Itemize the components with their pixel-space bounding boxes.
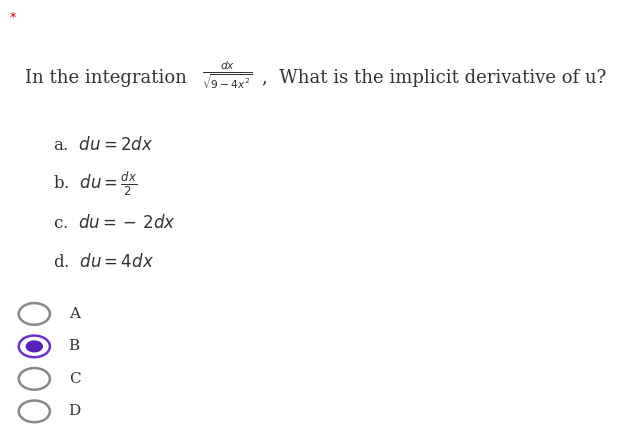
Text: C: C: [69, 372, 80, 386]
Text: d.  $\mathit{du} = 4\mathit{dx}$: d. $\mathit{du} = 4\mathit{dx}$: [53, 253, 154, 271]
Text: In the integration: In the integration: [25, 69, 187, 87]
Text: ,  What is the implicit derivative of u?: , What is the implicit derivative of u?: [262, 69, 607, 87]
Text: A: A: [69, 307, 80, 321]
Text: a.  $\mathit{du} = 2\mathit{dx}$: a. $\mathit{du} = 2\mathit{dx}$: [53, 136, 154, 154]
Text: b.  $\mathit{du} = \frac{\mathit{dx}}{2}$: b. $\mathit{du} = \frac{\mathit{dx}}{2}$: [53, 170, 137, 198]
Text: D: D: [69, 404, 81, 418]
Text: *: *: [9, 11, 16, 24]
Text: c.  $\mathit{du} =-\, 2\mathit{dx}$: c. $\mathit{du} =-\, 2\mathit{dx}$: [53, 214, 176, 232]
Text: $\frac{dx}{\sqrt{9-4x^2}}$: $\frac{dx}{\sqrt{9-4x^2}}$: [202, 60, 253, 91]
Circle shape: [26, 340, 43, 352]
Text: B: B: [69, 339, 80, 353]
